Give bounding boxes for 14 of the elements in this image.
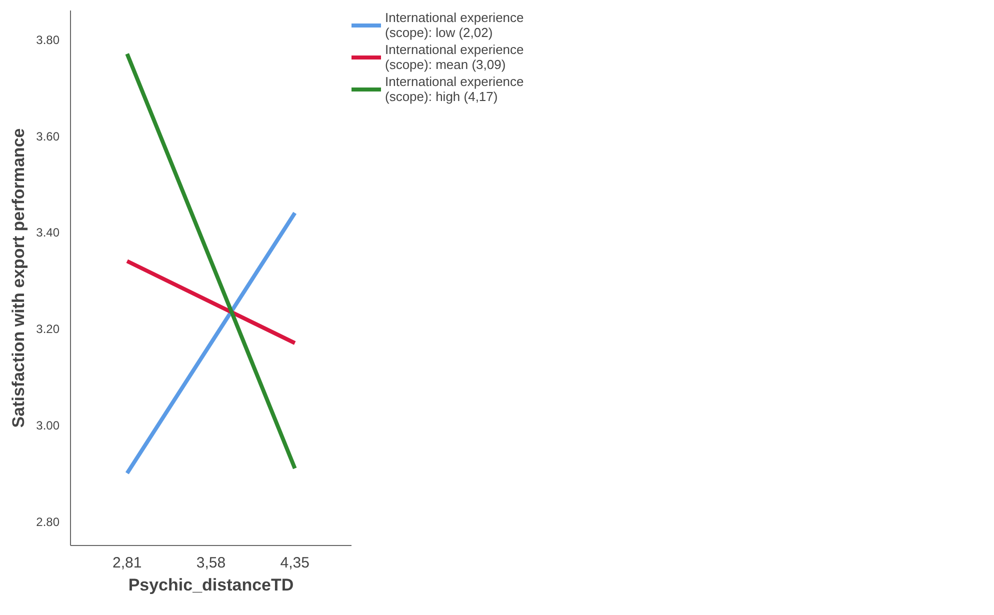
y-tick-label: 3.00 [36,418,60,433]
x-axis-title: Psychic_distanceTD [128,576,294,594]
legend-label: International experience (scope): mean (3,09) [385,42,524,72]
x-tick-label: 4,35 [280,554,310,572]
y-tick-label: 3.20 [36,322,60,336]
y-tick-label: 3.40 [36,226,60,240]
y-tick-label: 3.60 [36,129,60,144]
x-tick-label: 2,81 [112,554,142,572]
y-tick-label: 3.80 [36,32,60,47]
y-tick-label: 2.80 [36,514,60,529]
x-tick-label: 3,58 [196,554,226,572]
legend-label: International experience (scope): high (4,17) [385,74,524,104]
legend-label: International experience (scope): low (2,02) [385,10,524,40]
y-axis-title: Satisfaction with export performance [9,128,28,428]
